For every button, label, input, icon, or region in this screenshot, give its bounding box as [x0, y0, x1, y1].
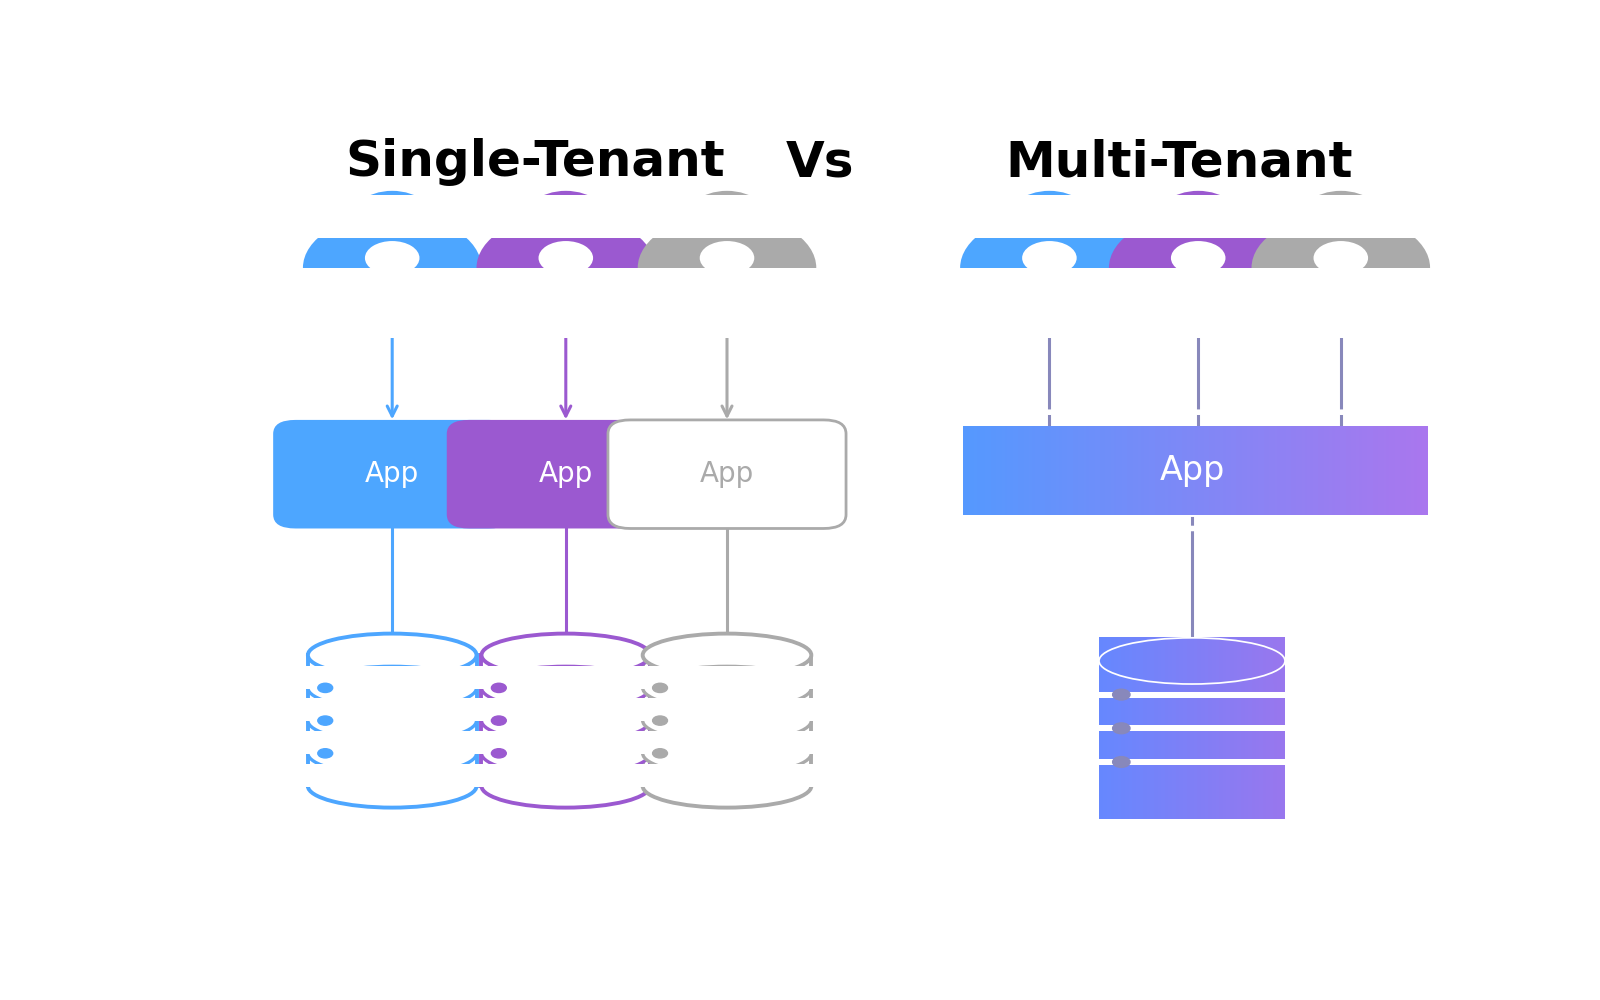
- Text: Vs: Vs: [786, 138, 854, 186]
- Bar: [1091, 268, 1306, 338]
- Ellipse shape: [482, 666, 650, 709]
- Ellipse shape: [477, 214, 654, 322]
- Bar: [291, 731, 493, 754]
- Circle shape: [365, 241, 419, 275]
- Bar: [626, 764, 829, 787]
- Ellipse shape: [307, 634, 477, 677]
- Ellipse shape: [638, 214, 816, 322]
- Bar: [619, 268, 834, 338]
- Circle shape: [318, 749, 333, 758]
- Bar: [285, 268, 499, 338]
- Circle shape: [653, 683, 667, 692]
- Circle shape: [1112, 689, 1130, 700]
- Circle shape: [318, 716, 333, 725]
- Text: App: App: [1160, 454, 1224, 487]
- Circle shape: [1112, 757, 1130, 767]
- Bar: [482, 655, 650, 786]
- FancyBboxPatch shape: [274, 420, 512, 528]
- Bar: [459, 268, 674, 338]
- Bar: [1234, 195, 1448, 238]
- Ellipse shape: [1109, 214, 1288, 322]
- Bar: [942, 195, 1157, 238]
- Ellipse shape: [643, 732, 811, 775]
- Ellipse shape: [482, 764, 650, 808]
- Bar: [307, 655, 477, 786]
- Ellipse shape: [307, 666, 477, 709]
- Bar: [285, 195, 499, 238]
- Text: App: App: [365, 460, 419, 488]
- Ellipse shape: [346, 191, 440, 265]
- Circle shape: [1314, 241, 1368, 275]
- Circle shape: [1171, 241, 1226, 275]
- Bar: [626, 666, 829, 689]
- Bar: [1091, 195, 1306, 238]
- Circle shape: [699, 241, 754, 275]
- Circle shape: [539, 241, 594, 275]
- Bar: [464, 764, 667, 787]
- Ellipse shape: [1150, 191, 1245, 265]
- Ellipse shape: [482, 732, 650, 775]
- Ellipse shape: [482, 634, 650, 677]
- Text: App: App: [539, 460, 594, 488]
- Bar: [464, 698, 667, 721]
- Ellipse shape: [307, 764, 477, 808]
- Text: App: App: [699, 460, 754, 488]
- Bar: [291, 698, 493, 721]
- Ellipse shape: [643, 699, 811, 742]
- Circle shape: [653, 749, 667, 758]
- Bar: [1234, 268, 1448, 338]
- Ellipse shape: [307, 732, 477, 775]
- Bar: [1099, 725, 1285, 731]
- Text: Single-Tenant: Single-Tenant: [346, 138, 725, 186]
- Text: Multi-Tenant: Multi-Tenant: [1006, 138, 1354, 186]
- Ellipse shape: [643, 764, 811, 808]
- Bar: [291, 666, 493, 689]
- Bar: [643, 655, 811, 786]
- Ellipse shape: [518, 191, 613, 265]
- Bar: [459, 195, 674, 238]
- Bar: [619, 195, 834, 238]
- Ellipse shape: [1294, 191, 1387, 265]
- Ellipse shape: [307, 699, 477, 742]
- Ellipse shape: [643, 634, 811, 677]
- Circle shape: [491, 683, 506, 692]
- Bar: [942, 268, 1157, 338]
- Bar: [464, 666, 667, 689]
- Circle shape: [1112, 723, 1130, 734]
- Bar: [1099, 692, 1285, 698]
- Circle shape: [653, 716, 667, 725]
- FancyBboxPatch shape: [608, 420, 846, 528]
- Bar: [291, 764, 493, 787]
- Bar: [464, 731, 667, 754]
- Circle shape: [318, 683, 333, 692]
- Ellipse shape: [1002, 191, 1096, 265]
- Bar: [626, 731, 829, 754]
- Ellipse shape: [960, 214, 1139, 322]
- Circle shape: [1022, 241, 1077, 275]
- Ellipse shape: [680, 191, 774, 265]
- Circle shape: [491, 716, 506, 725]
- Ellipse shape: [1251, 214, 1430, 322]
- Bar: [626, 698, 829, 721]
- Ellipse shape: [643, 666, 811, 709]
- Bar: [1099, 759, 1285, 765]
- FancyBboxPatch shape: [446, 420, 685, 528]
- Circle shape: [491, 749, 506, 758]
- Ellipse shape: [302, 214, 482, 322]
- Ellipse shape: [482, 699, 650, 742]
